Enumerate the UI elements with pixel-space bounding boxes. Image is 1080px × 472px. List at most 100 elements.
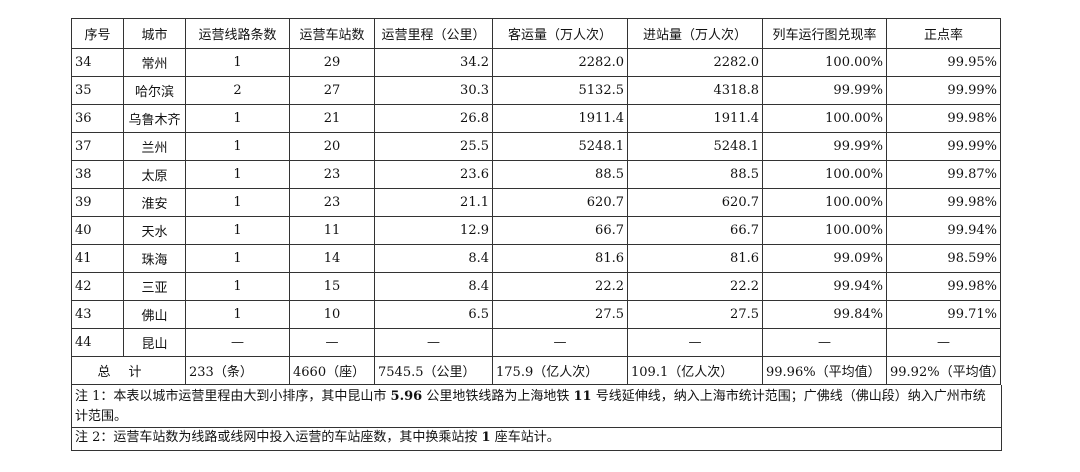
table-cell: 12.9 xyxy=(374,216,493,245)
table-cell: 34.2 xyxy=(374,48,493,77)
table-cell: 1 xyxy=(185,104,290,133)
table-row: 43 佛山 1 10 6.5 27.5 27.5 99.84% 99.71% xyxy=(71,300,1001,329)
total-row: 总计 233（条） 4660（座） 7545.5（公里） 175.9（亿人次） 109.… xyxy=(71,356,1001,385)
table-cell: 36 xyxy=(71,104,124,133)
table-cell: 23 xyxy=(289,188,375,217)
table-cell: 99.99% xyxy=(762,76,887,105)
column-header: 客运量（万人次） xyxy=(492,18,628,49)
table-cell: 15 xyxy=(289,272,375,301)
table-cell: 620.7 xyxy=(492,188,628,217)
table-row: 34 常州 1 29 34.2 2282.0 2282.0 100.00% 99.95% xyxy=(71,48,1001,77)
table-cell: 1 xyxy=(185,132,290,161)
table-cell: 99.99% xyxy=(886,76,1001,105)
table-cell: 99.98% xyxy=(886,188,1001,217)
table-cell: 21.1 xyxy=(374,188,493,217)
table-cell: 100.00% xyxy=(762,216,887,245)
header-row: 序号 城市 运营线路条数 运营车站数 运营里程（公里） 客运量（万人次） 进站量（万人次）列… xyxy=(71,18,1001,49)
table-cell: 66.7 xyxy=(627,216,763,245)
table-cell: 620.7 xyxy=(627,188,763,217)
column-header: 运营车站数 xyxy=(289,18,375,49)
table-row: 38 太原 1 23 23.6 88.5 88.5 100.00% 99.87% xyxy=(71,160,1001,189)
table-cell: 35 xyxy=(71,76,124,105)
table-cell: 4318.8 xyxy=(627,76,763,105)
table-cell: 8.4 xyxy=(374,244,493,273)
table-row: 35 哈尔滨 2 27 30.3 5132.5 4318.8 99.99% 99.99% xyxy=(71,76,1001,105)
table-cell: 哈尔滨 xyxy=(123,76,186,105)
total-label: 总计 xyxy=(71,356,186,385)
table-cell: 21 xyxy=(289,104,375,133)
table-cell: 81.6 xyxy=(492,244,628,273)
table-cell: 88.5 xyxy=(627,160,763,189)
table-cell: 27.5 xyxy=(492,300,628,329)
table-row: 42 三亚 1 15 8.4 22.2 22.2 99.94% 99.98% xyxy=(71,272,1001,301)
table-cell: — xyxy=(886,328,1001,357)
table-cell: 29 xyxy=(289,48,375,77)
table-cell: 5248.1 xyxy=(492,132,628,161)
table-cell: 99.99% xyxy=(762,132,887,161)
table-cell: 22.2 xyxy=(627,272,763,301)
table-cell: 珠海 xyxy=(123,244,186,273)
table-cell: 2282.0 xyxy=(627,48,763,77)
column-header: 进站量（万人次） xyxy=(627,18,763,49)
table-cell: 99.94% xyxy=(762,272,887,301)
stats-table: 序号 城市 运营线路条数 运营车站数 运营里程（公里） 客运量（万人次） 进站量（万人次）列… xyxy=(71,18,1001,385)
table-row: 36 乌鲁木齐 1 21 26.8 1911.4 1911.4 100.00% 99.98% xyxy=(71,104,1001,133)
table-cell: 43 xyxy=(71,300,124,329)
table-cell: 淮安 xyxy=(123,188,186,217)
column-header: 城市 xyxy=(123,18,186,49)
table-cell: 三亚 xyxy=(123,272,186,301)
table-cell: 20 xyxy=(289,132,375,161)
table-cell: — xyxy=(289,328,375,357)
total-cell: 109.1（亿人次） xyxy=(627,356,763,385)
table-cell: 42 xyxy=(71,272,124,301)
notes: 注 1：本表以城市运营里程由大到小排序，其中昆山市 5.96 公里地铁线路为上海… xyxy=(71,385,1002,451)
table-cell: — xyxy=(492,328,628,357)
table-cell: 99.98% xyxy=(886,104,1001,133)
table-cell: 39 xyxy=(71,188,124,217)
table-cell: — xyxy=(374,328,493,357)
table-cell: 99.95% xyxy=(886,48,1001,77)
table-cell: 1911.4 xyxy=(627,104,763,133)
document-page: 序号 城市 运营线路条数 运营车站数 运营里程（公里） 客运量（万人次） 进站量（万人次）列… xyxy=(71,18,1002,451)
table-cell: 27 xyxy=(289,76,375,105)
table-cell: 1 xyxy=(185,244,290,273)
table-cell: 佛山 xyxy=(123,300,186,329)
table-cell: 乌鲁木齐 xyxy=(123,104,186,133)
column-header: 正点率 xyxy=(886,18,1001,49)
table-cell: 26.8 xyxy=(374,104,493,133)
table-cell: 100.00% xyxy=(762,48,887,77)
table-cell: — xyxy=(185,328,290,357)
table-row: 44 昆山 — — — — — — — xyxy=(71,328,1001,357)
table-cell: 100.00% xyxy=(762,104,887,133)
table-cell: 30.3 xyxy=(374,76,493,105)
table-cell: 1911.4 xyxy=(492,104,628,133)
table-cell: 66.7 xyxy=(492,216,628,245)
table-cell: 1 xyxy=(185,160,290,189)
table-cell: 40 xyxy=(71,216,124,245)
table-body: 34 常州 1 29 34.2 2282.0 2282.0 100.00% 99.95% 35 哈尔… xyxy=(71,48,1001,357)
table-cell: 1 xyxy=(185,216,290,245)
table-cell: 1 xyxy=(185,48,290,77)
column-header: 列车运行图兑现率 xyxy=(762,18,887,49)
table-cell: 99.98% xyxy=(886,272,1001,301)
table-cell: 27.5 xyxy=(627,300,763,329)
table-cell: 41 xyxy=(71,244,124,273)
table-cell: — xyxy=(762,328,887,357)
column-header: 运营里程（公里） xyxy=(374,18,493,49)
table-cell: 1 xyxy=(185,188,290,217)
total-cell: 99.92%（平均值） xyxy=(886,356,1001,385)
table-cell: 99.09% xyxy=(762,244,887,273)
table-cell: 99.87% xyxy=(886,160,1001,189)
table-cell: 10 xyxy=(289,300,375,329)
table-row: 37 兰州 1 20 25.5 5248.1 5248.1 99.99% 99.99% xyxy=(71,132,1001,161)
table-cell: 38 xyxy=(71,160,124,189)
note-2: 注 2：运营车站数为线路或线网中投入运营的车站座数，其中换乘站按 1 座车站计。 xyxy=(72,427,1001,448)
table-cell: 100.00% xyxy=(762,188,887,217)
total-cell: 99.96%（平均值） xyxy=(762,356,887,385)
total-cell: 4660（座） xyxy=(289,356,375,385)
table-cell: 常州 xyxy=(123,48,186,77)
table-cell: 14 xyxy=(289,244,375,273)
table-cell: 81.6 xyxy=(627,244,763,273)
table-cell: 1 xyxy=(185,272,290,301)
table-cell: 99.71% xyxy=(886,300,1001,329)
